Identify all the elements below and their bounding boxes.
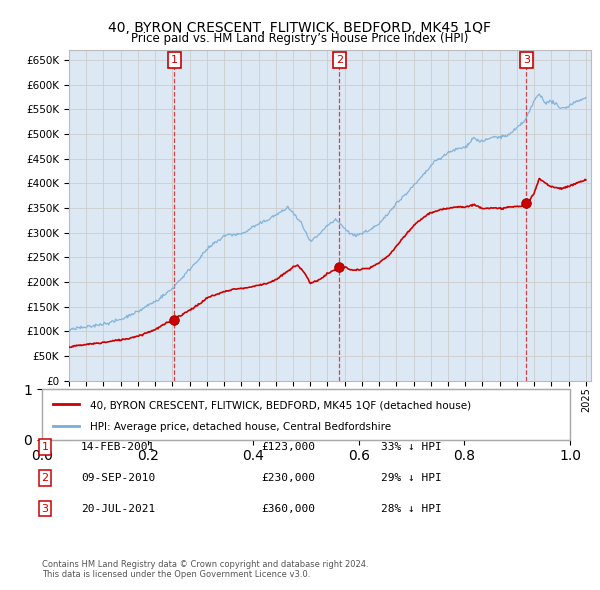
Text: 33% ↓ HPI: 33% ↓ HPI <box>381 442 442 452</box>
Text: £360,000: £360,000 <box>261 504 315 513</box>
Text: 40, BYRON CRESCENT, FLITWICK, BEDFORD, MK45 1QF: 40, BYRON CRESCENT, FLITWICK, BEDFORD, M… <box>109 21 491 35</box>
Text: 29% ↓ HPI: 29% ↓ HPI <box>381 473 442 483</box>
Text: 20-JUL-2021: 20-JUL-2021 <box>81 504 155 513</box>
Text: 1: 1 <box>41 442 49 452</box>
Text: 3: 3 <box>41 504 49 513</box>
Text: 2: 2 <box>41 473 49 483</box>
Text: Price paid vs. HM Land Registry’s House Price Index (HPI): Price paid vs. HM Land Registry’s House … <box>131 32 469 45</box>
Text: HPI: Average price, detached house, Central Bedfordshire: HPI: Average price, detached house, Cent… <box>89 421 391 431</box>
Text: 3: 3 <box>523 55 530 65</box>
Text: Contains HM Land Registry data © Crown copyright and database right 2024.: Contains HM Land Registry data © Crown c… <box>42 560 368 569</box>
Text: 09-SEP-2010: 09-SEP-2010 <box>81 473 155 483</box>
Text: 2: 2 <box>336 55 343 65</box>
Text: This data is licensed under the Open Government Licence v3.0.: This data is licensed under the Open Gov… <box>42 571 310 579</box>
Text: 14-FEB-2001: 14-FEB-2001 <box>81 442 155 452</box>
Text: £230,000: £230,000 <box>261 473 315 483</box>
Text: 28% ↓ HPI: 28% ↓ HPI <box>381 504 442 513</box>
Text: £123,000: £123,000 <box>261 442 315 452</box>
Text: 1: 1 <box>171 55 178 65</box>
Text: 40, BYRON CRESCENT, FLITWICK, BEDFORD, MK45 1QF (detached house): 40, BYRON CRESCENT, FLITWICK, BEDFORD, M… <box>89 401 470 411</box>
